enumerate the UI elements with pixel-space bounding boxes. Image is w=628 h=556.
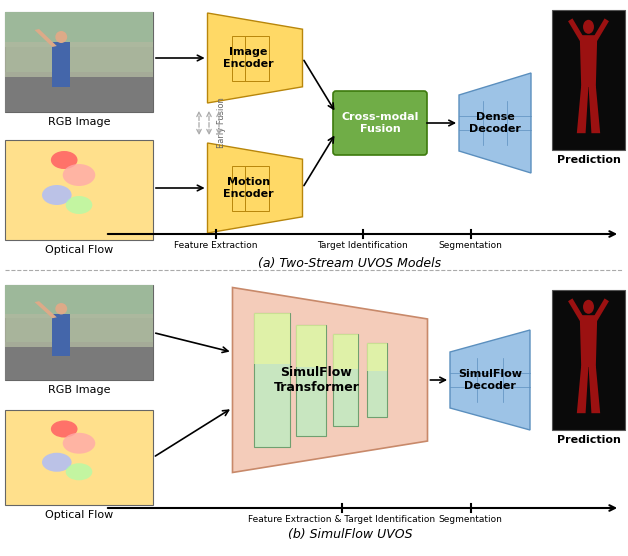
FancyBboxPatch shape xyxy=(552,10,625,150)
Polygon shape xyxy=(35,301,57,318)
FancyBboxPatch shape xyxy=(5,410,153,505)
Text: Cross-modal
Fusion: Cross-modal Fusion xyxy=(341,112,419,134)
FancyBboxPatch shape xyxy=(245,36,269,81)
Ellipse shape xyxy=(42,185,72,205)
Polygon shape xyxy=(232,287,428,473)
Ellipse shape xyxy=(55,31,67,43)
FancyBboxPatch shape xyxy=(5,42,153,77)
FancyBboxPatch shape xyxy=(232,36,256,81)
Text: RGB Image: RGB Image xyxy=(48,117,111,127)
Ellipse shape xyxy=(51,420,77,438)
Polygon shape xyxy=(207,13,303,103)
Polygon shape xyxy=(593,18,609,41)
Polygon shape xyxy=(580,315,597,367)
Text: RGB Image: RGB Image xyxy=(48,385,111,395)
Polygon shape xyxy=(588,366,600,413)
Text: Image
Encoder: Image Encoder xyxy=(223,47,274,69)
Polygon shape xyxy=(593,299,609,321)
Ellipse shape xyxy=(63,433,95,454)
Text: Feature Extraction: Feature Extraction xyxy=(174,241,257,250)
FancyBboxPatch shape xyxy=(254,314,290,364)
Text: SimulFlow
Transformer: SimulFlow Transformer xyxy=(273,366,359,394)
Text: Prediction: Prediction xyxy=(556,435,620,445)
Text: Segmentation: Segmentation xyxy=(439,241,502,250)
Ellipse shape xyxy=(55,303,67,315)
Text: (b) SimulFlow UVOS: (b) SimulFlow UVOS xyxy=(288,528,412,541)
Ellipse shape xyxy=(66,196,92,214)
FancyBboxPatch shape xyxy=(245,166,269,211)
Text: Motion
Encoder: Motion Encoder xyxy=(223,177,274,199)
FancyBboxPatch shape xyxy=(333,91,427,155)
FancyBboxPatch shape xyxy=(5,314,153,347)
Ellipse shape xyxy=(583,300,594,314)
FancyBboxPatch shape xyxy=(333,334,358,426)
FancyBboxPatch shape xyxy=(367,343,387,417)
FancyBboxPatch shape xyxy=(333,334,358,369)
Ellipse shape xyxy=(42,453,72,471)
Text: Early Fusion: Early Fusion xyxy=(217,97,225,148)
Text: Optical Flow: Optical Flow xyxy=(45,510,113,520)
Polygon shape xyxy=(568,299,584,321)
Text: (a) Two-Stream UVOS Models: (a) Two-Stream UVOS Models xyxy=(259,257,441,270)
Text: Target Identification: Target Identification xyxy=(317,241,408,250)
Text: Optical Flow: Optical Flow xyxy=(45,245,113,255)
Ellipse shape xyxy=(583,20,594,34)
Ellipse shape xyxy=(63,164,95,186)
FancyBboxPatch shape xyxy=(5,12,153,112)
FancyBboxPatch shape xyxy=(5,140,153,240)
FancyBboxPatch shape xyxy=(552,290,625,430)
Polygon shape xyxy=(577,86,588,133)
Polygon shape xyxy=(588,86,600,133)
Ellipse shape xyxy=(51,151,77,169)
Polygon shape xyxy=(577,366,588,413)
Polygon shape xyxy=(207,143,303,233)
Ellipse shape xyxy=(66,463,92,480)
Text: Prediction: Prediction xyxy=(556,155,620,165)
Polygon shape xyxy=(580,35,597,87)
Text: Dense
Decoder: Dense Decoder xyxy=(469,112,521,134)
FancyBboxPatch shape xyxy=(254,314,290,446)
Text: Segmentation: Segmentation xyxy=(439,515,502,524)
Text: SimulFlow
Decoder: SimulFlow Decoder xyxy=(458,369,522,391)
FancyBboxPatch shape xyxy=(5,342,153,380)
FancyBboxPatch shape xyxy=(296,325,325,435)
FancyBboxPatch shape xyxy=(52,42,70,87)
Polygon shape xyxy=(568,18,584,41)
FancyBboxPatch shape xyxy=(232,166,256,211)
FancyBboxPatch shape xyxy=(52,314,70,356)
FancyBboxPatch shape xyxy=(5,285,153,380)
Text: Feature Extraction & Target Identification: Feature Extraction & Target Identificati… xyxy=(248,515,435,524)
FancyBboxPatch shape xyxy=(5,72,153,112)
Polygon shape xyxy=(459,73,531,173)
Polygon shape xyxy=(35,29,57,47)
Polygon shape xyxy=(450,330,530,430)
FancyBboxPatch shape xyxy=(5,12,153,47)
FancyBboxPatch shape xyxy=(367,343,387,371)
FancyBboxPatch shape xyxy=(296,325,325,366)
FancyBboxPatch shape xyxy=(5,285,153,318)
